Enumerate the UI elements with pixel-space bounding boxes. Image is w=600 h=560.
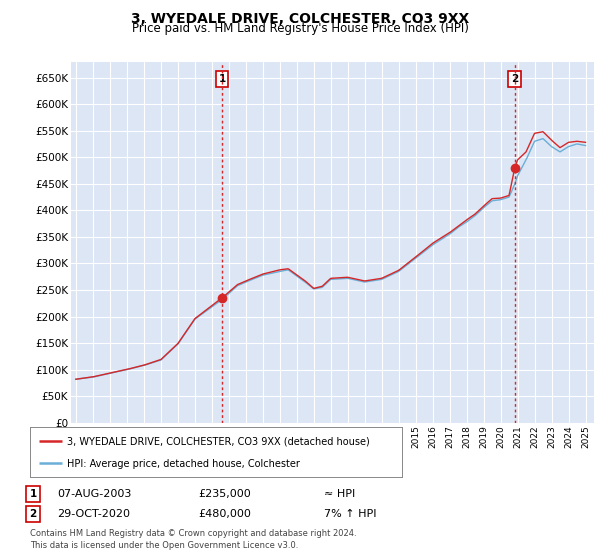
Text: 29-OCT-2020: 29-OCT-2020 — [57, 509, 130, 519]
Text: 2: 2 — [29, 509, 37, 519]
Text: Contains HM Land Registry data © Crown copyright and database right 2024.: Contains HM Land Registry data © Crown c… — [30, 529, 356, 538]
Text: 07-AUG-2003: 07-AUG-2003 — [57, 489, 131, 499]
Text: £235,000: £235,000 — [198, 489, 251, 499]
Text: 7% ↑ HPI: 7% ↑ HPI — [324, 509, 377, 519]
Text: 1: 1 — [29, 489, 37, 499]
Text: ≈ HPI: ≈ HPI — [324, 489, 355, 499]
Text: 2: 2 — [511, 74, 518, 84]
Text: 1: 1 — [218, 74, 226, 84]
Text: 3, WYEDALE DRIVE, COLCHESTER, CO3 9XX (detached house): 3, WYEDALE DRIVE, COLCHESTER, CO3 9XX (d… — [67, 437, 370, 447]
Text: This data is licensed under the Open Government Licence v3.0.: This data is licensed under the Open Gov… — [30, 541, 298, 550]
Text: Price paid vs. HM Land Registry's House Price Index (HPI): Price paid vs. HM Land Registry's House … — [131, 22, 469, 35]
Text: £480,000: £480,000 — [198, 509, 251, 519]
Text: HPI: Average price, detached house, Colchester: HPI: Average price, detached house, Colc… — [67, 459, 300, 469]
Text: 3, WYEDALE DRIVE, COLCHESTER, CO3 9XX: 3, WYEDALE DRIVE, COLCHESTER, CO3 9XX — [131, 12, 469, 26]
